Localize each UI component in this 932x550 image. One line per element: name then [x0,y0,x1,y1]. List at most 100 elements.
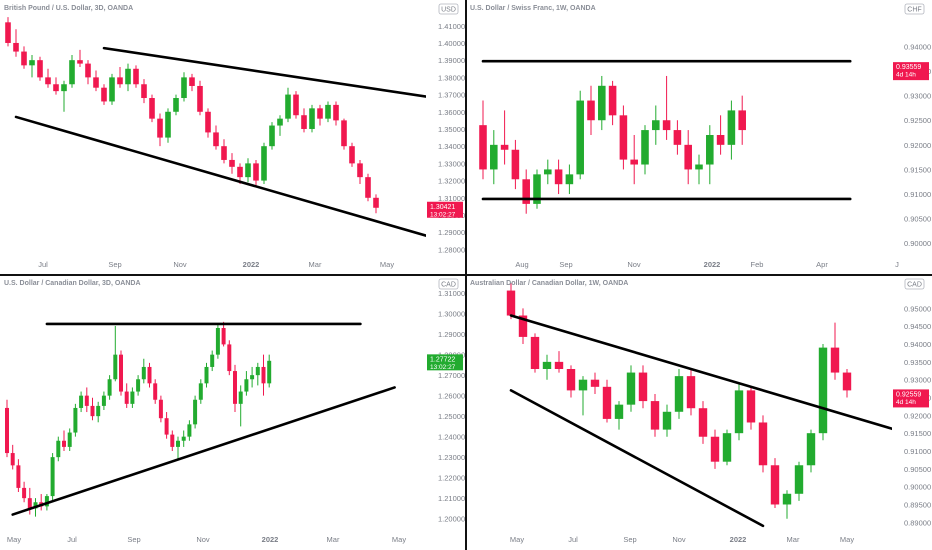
price-tick-label: 1.34000 [438,142,465,151]
time-tick-label: Mar [327,535,340,544]
price-tick-label: 0.90000 [904,483,931,492]
candle-body [33,502,38,509]
plot-area [506,283,919,528]
candle-body [158,399,163,419]
candle-body [317,108,323,119]
candle-body [176,440,180,447]
price-tick-label: 1.24000 [438,433,465,442]
candle-body [221,146,227,160]
candle-body [117,77,123,85]
candle-body [511,149,520,180]
chart-title: British Pound / U.S. Dollar, 3D, OANDA [4,5,133,12]
candle-body [45,77,51,85]
candle-body [50,457,55,497]
trendline[interactable] [102,46,504,108]
candle-body [614,404,624,419]
candle-body [69,60,75,85]
candle-body [37,60,43,78]
candle-body [124,391,129,404]
candle-body [193,399,198,425]
candle-body [244,379,249,392]
candle-body [5,407,9,454]
candle-body [727,110,736,145]
price-tick-label: 1.29000 [438,228,465,237]
price-tick-label: 0.94500 [904,322,931,331]
plot-area [5,17,504,237]
price-tick-label: 1.33000 [438,159,465,168]
time-tick-label: Apr [816,260,828,269]
candle-body [530,336,540,369]
candle-body [13,42,19,52]
candle-body [261,146,267,181]
candle-body [698,408,708,437]
candle-body [119,354,123,392]
candle-body [170,434,175,447]
candle-body [113,354,118,380]
currency-badge[interactable] [438,278,459,290]
candle-body [684,144,692,170]
candle-body [215,328,220,355]
candle-body [301,115,307,129]
chart-panel: 1.41000 1.40000 1.39000 1.38000 1.37000 1.360… [4,3,504,269]
price-tick-label: 0.91500 [904,429,931,438]
candle-body [205,111,211,133]
chart-panel: 0.940000.935000.930000.925000.920000.915… [470,3,931,269]
time-tick-label: Jul [568,535,578,544]
candle-body [506,290,516,316]
candle-body [210,354,215,367]
time-tick-label: Nov [173,260,187,269]
price-tick-label: 1.25000 [438,412,465,421]
candle-body [93,77,99,88]
candle-body [133,68,139,85]
candle-body [782,493,792,505]
time-tick-label: May [7,535,21,544]
candle-body [500,144,509,150]
time-tick-label: Nov [672,535,686,544]
price-tick-label: 1.36000 [438,108,465,117]
price-tick-label: 1.21000 [438,494,465,503]
time-tick-label: Sep [559,260,572,269]
candle-body [544,169,552,175]
price-tick-label: 0.93000 [904,376,931,385]
last-price-badge [893,389,929,408]
trendline[interactable] [509,314,919,437]
price-tick-label: 1.28000 [438,245,465,254]
chart-title: U.S. Dollar / Canadian Dollar, 3D, OANDA [4,280,141,287]
trendline[interactable] [14,115,432,237]
trendline[interactable] [11,386,396,516]
candle-body [662,120,671,131]
candle-body [662,411,672,430]
time-tick-label: Feb [751,260,764,269]
last-price-badge [427,201,463,218]
candle-body [576,100,584,175]
last-price-label: 0.93559 [896,64,921,71]
price-tick-label: 0.92500 [904,116,931,125]
time-tick-label: Mar [787,535,800,544]
candle-body [221,328,226,345]
currency-badge[interactable] [438,3,459,15]
candle-body [229,159,235,167]
candle-body [56,440,61,458]
candle-body [587,100,595,121]
candle-body [84,395,89,406]
candle-body [125,68,131,85]
currency-badge[interactable] [904,3,925,15]
price-tick-label: 0.95000 [904,304,931,313]
currency-badge[interactable] [904,278,925,290]
candle-body [101,87,107,102]
candle-body [253,163,259,181]
candle-body [641,130,649,165]
candle-body [267,360,272,384]
price-tick-label: 1.31000 [438,289,465,298]
last-price-label: 0.92559 [896,391,921,398]
time-tick-label: 2022 [704,260,721,269]
price-tick-label: 1.31000 [438,194,465,203]
candle-body [233,371,237,404]
candle-body [53,84,59,92]
candle-body [686,376,696,409]
price-tick-label: 0.92000 [904,141,931,150]
trendline[interactable] [509,389,765,528]
candle-body [22,487,27,499]
candle-body [181,77,187,99]
price-tick-label: 1.23000 [438,453,465,462]
